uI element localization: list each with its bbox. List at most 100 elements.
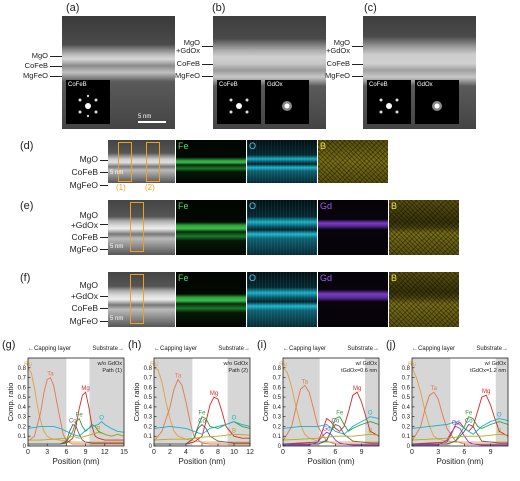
fft-inset-cofeb-c: CoFeB (367, 80, 411, 124)
panel-c-label: (c) (364, 2, 377, 14)
layer-label-cofeb-d: CoFeB (71, 167, 98, 177)
gd-map-f: Gd (318, 272, 388, 327)
layer-label-mgo-e: MgO (79, 210, 98, 220)
y-axis-label: Comp. ratio (6, 383, 15, 422)
series-label-o: O (99, 416, 104, 422)
x-tick-label: 3 (45, 449, 49, 456)
y-tick-label: 0.2 (144, 424, 153, 430)
substrate-label: Substrate→ (476, 346, 508, 352)
series-label-fe: Fe (76, 413, 84, 419)
series-line-o (27, 420, 125, 437)
series-line-b (153, 433, 251, 441)
x-axis-label: Position (nm) (178, 457, 225, 466)
chart-note: tGdOx=0.6 nm (341, 368, 377, 374)
haadf-image-d: 5 nm (108, 140, 175, 183)
layer-label-cofeb-c: CoFeB (326, 59, 350, 68)
path-box-2 (146, 142, 160, 182)
series-line-co (283, 423, 379, 445)
y-tick-label: 0.6 (273, 385, 282, 391)
series-line-ta (411, 391, 508, 445)
shaded-region (283, 358, 320, 446)
series-line-fe (283, 416, 380, 445)
series-line-b (28, 431, 125, 441)
series-label-co: Co (332, 418, 340, 424)
y-tick-label: 0.6 (18, 385, 27, 391)
y-tick-label: 0.8 (402, 366, 411, 372)
fft-inset-cofeb-a: CoFeB (66, 80, 110, 124)
x-tick-label: 9 (84, 449, 88, 456)
series-label-mg: Mg (482, 389, 490, 395)
shaded-region (154, 358, 193, 446)
panel-f-label: (f) (20, 272, 31, 284)
series-label-co: Co (465, 418, 473, 424)
b-map-e: B (389, 200, 459, 255)
hrtem-image-a: CoFeB 5 nm (62, 16, 175, 129)
chart-j: (j) ←Capping layer Substrate→ w/ GdOxtGdOx=… (386, 339, 509, 466)
x-tick-label: 9 (360, 449, 364, 456)
chart-note: w/ GdOx (355, 361, 378, 367)
series-label-fe: Fe (465, 411, 473, 417)
x-tick-label: 0 (281, 449, 285, 456)
series-line-co (154, 423, 250, 445)
y-tick-label: 0.7 (18, 376, 27, 382)
y-tick-label: 0.4 (18, 405, 27, 411)
series-line-b (282, 433, 380, 441)
chart-frame (27, 357, 125, 447)
path-box-f (130, 274, 144, 324)
series-label-b: B (497, 428, 501, 434)
x-tick-label: 6 (64, 449, 68, 456)
y-tick-label: 0.2 (402, 424, 411, 430)
fe-map-f: Fe (176, 272, 246, 327)
y-tick-label: 0.7 (144, 376, 153, 382)
series-line-ru (27, 367, 124, 443)
y-tick-label: 0.8 (18, 366, 27, 372)
hrtem-image-b: CoFeB GdOx (213, 16, 326, 129)
y-tick-label: 0.7 (273, 376, 282, 382)
series-label-o: O (497, 413, 502, 419)
layer-label-mgo-d: MgO (79, 154, 98, 164)
path-box-1 (118, 142, 132, 182)
shaded-region (412, 358, 451, 446)
series-label-fe: Fe (336, 411, 344, 417)
x-tick-label: 6 (462, 449, 466, 456)
y-tick-label: 0.8 (144, 366, 153, 372)
series-line-co (412, 423, 508, 445)
layer-label-mgo-gdox-b: MgO +GdOx (176, 38, 200, 55)
x-tick-label: 3 (307, 449, 311, 456)
series-line-b (411, 433, 509, 441)
y-tick-label: 0.5 (273, 395, 282, 401)
chart-note: tGdOx=1.2 nm (470, 368, 506, 374)
y-tick-label: 0.2 (273, 424, 282, 430)
layer-label-mgfeo-f: MgFeO (69, 316, 98, 326)
layer-label-gdox-e: +GdOx (70, 220, 98, 230)
layer-label-mgfeo-b: MgFeO (174, 71, 200, 80)
x-tick-label: 0 (26, 449, 30, 456)
series-line-ta (153, 378, 250, 445)
series-line-o (282, 416, 380, 435)
substrate-label: Substrate→ (218, 346, 250, 352)
layer-label-mgo-gdox-c: MgO +GdOx (326, 38, 350, 55)
scale-bar-d: 5 nm (110, 170, 124, 176)
b-map-f: B (389, 272, 459, 327)
y-tick-label: 0 (23, 444, 27, 450)
layer-label-cofeb-b: CoFeB (176, 59, 200, 68)
x-tick-label: 10 (230, 449, 238, 456)
panel-e-label: (e) (20, 200, 34, 212)
path-label-2: (2) (145, 183, 155, 192)
chart-note: w/o GdOx (97, 361, 123, 367)
panel-b-label: (b) (212, 2, 226, 14)
series-line-mg (28, 391, 124, 445)
y-tick-label: 0.1 (18, 434, 27, 440)
series-label-b: B (96, 426, 100, 432)
x-axis-label: Position (nm) (52, 457, 99, 466)
fe-map-e: Fe (176, 200, 246, 255)
scale-bar-e: 5 nm (110, 244, 124, 250)
x-tick-label: 9 (489, 449, 493, 456)
capping-layer-label: ←Capping layer (412, 346, 455, 352)
chart-note: w/ GdOx (484, 361, 507, 367)
gd-map-e: Gd (318, 200, 388, 255)
composition-profile-charts: (g) ←Capping layer Substrate→w/o GdOxPath … (2, 339, 509, 466)
panel-a-label: (a) (66, 2, 80, 14)
series-line-mg (154, 396, 250, 445)
y-tick-label: 0 (278, 444, 282, 450)
